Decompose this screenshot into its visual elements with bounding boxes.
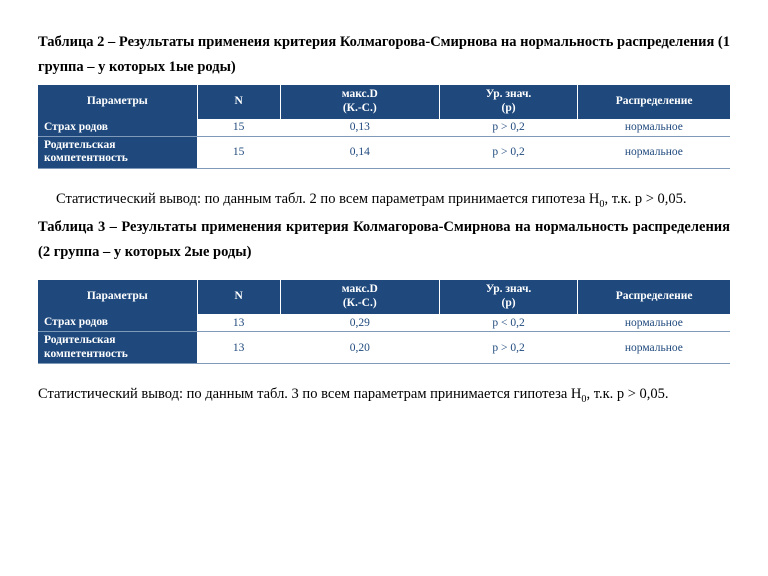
- row-label: Родительская компетентность: [38, 137, 197, 168]
- col-header-n: N: [197, 280, 280, 314]
- table3-caption: Таблица 3 – Результаты применения критер…: [38, 215, 730, 264]
- conclusion-1: Статистический вывод: по данным табл. 2 …: [38, 187, 730, 214]
- cell-p: p < 0,2: [439, 314, 577, 332]
- spacer: [38, 270, 730, 280]
- col-header-dist: Распределение: [578, 280, 730, 314]
- row-label: Страх родов: [38, 119, 197, 137]
- cell-dist: нормальное: [578, 119, 730, 137]
- table-row: Страх родов 13 0,29 p < 0,2 нормальное: [38, 314, 730, 332]
- cell-d: 0,20: [280, 332, 439, 363]
- cell-n: 13: [197, 314, 280, 332]
- table-3: Параметры N макс.D(К.-С.) Ур. знач.(p) Р…: [38, 280, 730, 363]
- cell-dist: нормальное: [578, 332, 730, 363]
- col-header-p: Ур. знач.(p): [439, 280, 577, 314]
- cell-p: p > 0,2: [439, 332, 577, 363]
- table2-caption: Таблица 2 – Результаты применеия критери…: [38, 30, 730, 79]
- cell-dist: нормальное: [578, 314, 730, 332]
- slide-page: Таблица 2 – Результаты применеия критери…: [0, 0, 768, 576]
- table-row: Страх родов 15 0,13 p > 0,2 нормальное: [38, 119, 730, 137]
- col-header-maxd: макс.D(К.-С.): [280, 85, 439, 119]
- table-header-row: Параметры N макс.D(К.-С.) Ур. знач.(p) Р…: [38, 280, 730, 314]
- table-row: Родительская компетентность 15 0,14 p > …: [38, 137, 730, 168]
- cell-dist: нормальное: [578, 137, 730, 168]
- col-header-params: Параметры: [38, 85, 197, 119]
- table-2: Параметры N макс.D(К.-С.) Ур. знач.(p) Р…: [38, 85, 730, 168]
- conclusion-2: Статистический вывод: по данным табл. 3 …: [38, 382, 730, 409]
- col-header-params: Параметры: [38, 280, 197, 314]
- cell-n: 15: [197, 137, 280, 168]
- col-header-maxd: макс.D(К.-С.): [280, 280, 439, 314]
- col-header-dist: Распределение: [578, 85, 730, 119]
- table-header-row: Параметры N макс.D(К.-С.) Ур. знач.(p) Р…: [38, 85, 730, 119]
- col-header-n: N: [197, 85, 280, 119]
- table-row: Родительская компетентность 13 0,20 p > …: [38, 332, 730, 363]
- cell-n: 15: [197, 119, 280, 137]
- row-label: Страх родов: [38, 314, 197, 332]
- cell-d: 0,14: [280, 137, 439, 168]
- cell-p: p > 0,2: [439, 137, 577, 168]
- cell-n: 13: [197, 332, 280, 363]
- col-header-p: Ур. знач.(p): [439, 85, 577, 119]
- cell-p: p > 0,2: [439, 119, 577, 137]
- cell-d: 0,13: [280, 119, 439, 137]
- cell-d: 0,29: [280, 314, 439, 332]
- row-label: Родительская компетентность: [38, 332, 197, 363]
